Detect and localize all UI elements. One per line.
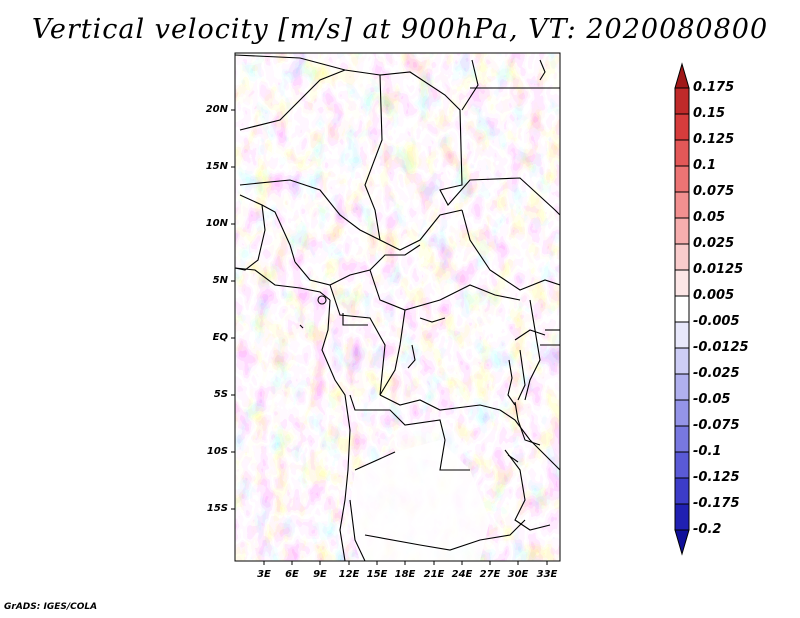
lon-label: 3E (257, 569, 271, 580)
colorbar-segment (674, 295, 690, 323)
country-borders (235, 54, 560, 561)
colorbar-label: -0.05 (693, 392, 731, 407)
lon-label: 30E (507, 569, 529, 580)
lon-label: 12E (338, 569, 360, 580)
colorbar-segment (674, 321, 690, 349)
lat-label: 5S (213, 389, 228, 400)
colorbar-label: 0.05 (693, 210, 726, 225)
lon-label: 15E (366, 569, 388, 580)
colorbar-label: -0.0125 (693, 340, 749, 355)
lat-label: 15N (205, 161, 228, 172)
colorbar-segment (674, 347, 690, 375)
colorbar-label: 0.125 (693, 132, 735, 147)
grads-credit: GrADS: IGES/COLA (4, 602, 98, 612)
colorbar-segment (674, 503, 690, 531)
colorbar-segment (674, 529, 690, 556)
lon-label: 18E (394, 569, 416, 580)
chart-title: Vertical velocity [m/s] at 900hPa, VT: 2… (31, 14, 769, 45)
lat-label: 20N (205, 104, 228, 115)
axis-ticks (231, 109, 548, 565)
lon-label: 27E (479, 569, 501, 580)
map-frame (234, 52, 561, 562)
colorbar-segment (674, 243, 690, 271)
colorbar-segment (674, 451, 690, 479)
colorbar-segment (674, 399, 690, 427)
colorbar-segment (674, 165, 690, 193)
colorbar (674, 62, 690, 556)
colorbar-label: 0.0125 (693, 262, 744, 277)
lat-label: EQ (212, 332, 228, 343)
colorbar-label: -0.1 (693, 444, 722, 459)
colorbar-label: 0.1 (693, 158, 717, 173)
colorbar-label: -0.125 (693, 470, 740, 485)
colorbar-label: -0.025 (693, 366, 740, 381)
colorbar-segment (674, 425, 690, 453)
coastlines (235, 59, 546, 561)
colorbar-segment (674, 113, 690, 141)
lon-label: 6E (285, 569, 299, 580)
colorbar-label: -0.075 (693, 418, 740, 433)
lon-label: 9E (313, 569, 327, 580)
colorbar-segment (674, 87, 690, 115)
colorbar-label: -0.005 (693, 314, 740, 329)
colorbar-label: 0.175 (693, 80, 735, 95)
lon-label: 33E (536, 569, 558, 580)
colorbar-segment (674, 62, 690, 89)
colorbar-label: 0.025 (693, 236, 735, 251)
colorbar-label: 0.075 (693, 184, 735, 199)
colorbar-label: -0.2 (693, 522, 722, 537)
colorbar-label: -0.175 (693, 496, 740, 511)
colorbar-segment (674, 139, 690, 167)
lat-label: 15S (206, 503, 228, 514)
colorbar-segment (674, 191, 690, 219)
lon-label: 21E (423, 569, 445, 580)
colorbar-label: 0.15 (693, 106, 726, 121)
lat-label: 10N (205, 218, 228, 229)
colorbar-label: 0.005 (693, 288, 735, 303)
colorbar-segment (674, 217, 690, 245)
colorbar-segment (674, 269, 690, 297)
lat-label: 10S (206, 446, 228, 457)
lat-label: 5N (212, 275, 228, 286)
colorbar-segment (674, 373, 690, 401)
colorbar-segment (674, 477, 690, 505)
lon-label: 24E (451, 569, 473, 580)
